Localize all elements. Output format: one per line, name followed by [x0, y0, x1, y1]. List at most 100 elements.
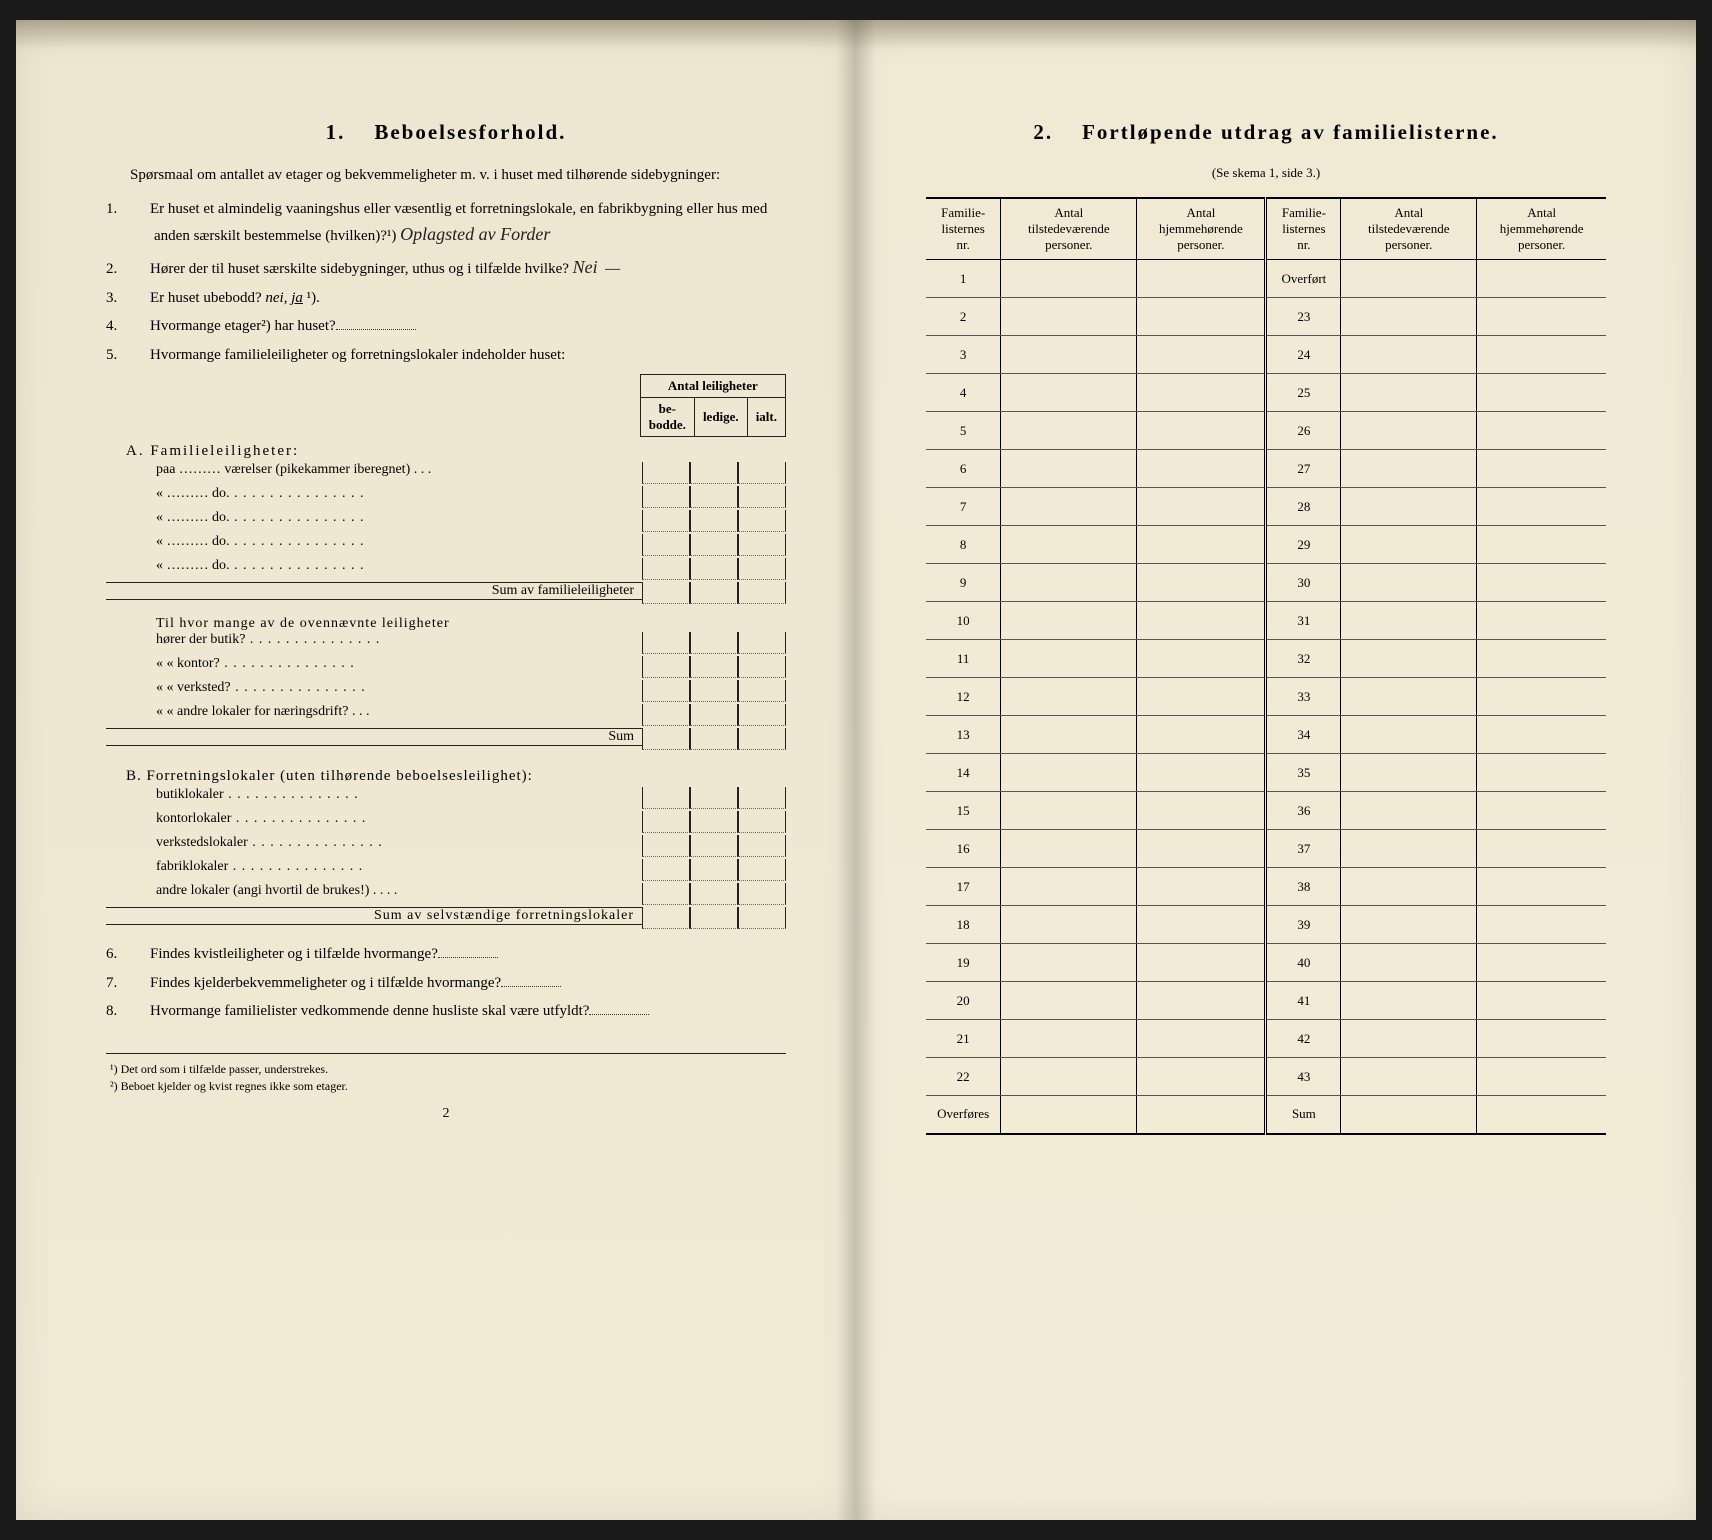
cell: [1137, 526, 1266, 564]
cell: [1001, 868, 1137, 906]
cell: [1001, 944, 1137, 982]
cell: [1001, 754, 1137, 792]
cell: [1137, 716, 1266, 754]
question-2: 2.Hører der til huset særskilte sidebygn…: [130, 254, 786, 281]
a-row-do: « ……… do.: [106, 486, 642, 502]
question-1: 1.Er huset et almindelig vaaningshus ell…: [130, 198, 786, 248]
row-num-left: 15: [926, 792, 1001, 830]
table-row: 829: [926, 526, 1606, 564]
cell: [1341, 260, 1477, 298]
cell: [1341, 450, 1477, 488]
cell: [1477, 1020, 1606, 1058]
heading-number-2: 2.: [1033, 120, 1053, 144]
row-num-right: 40: [1266, 944, 1341, 982]
cell: [1137, 564, 1266, 602]
row-num-right: 26: [1266, 412, 1341, 450]
th-present-2: Antal tilstedeværende personer.: [1341, 198, 1477, 260]
cell: [1341, 754, 1477, 792]
cell: [1137, 450, 1266, 488]
col-bebodde: be- bodde.: [640, 398, 694, 437]
row-num-left: 14: [926, 754, 1001, 792]
cell: [1477, 754, 1606, 792]
cell: [1477, 450, 1606, 488]
cell: [1477, 298, 1606, 336]
cell: [1001, 412, 1137, 450]
heading-number: 1.: [326, 120, 346, 144]
cell: [1001, 374, 1137, 412]
cell: [1001, 678, 1137, 716]
question-list: 1.Er huset et almindelig vaaningshus ell…: [106, 198, 786, 366]
cell: [1137, 830, 1266, 868]
row-num-left: 11: [926, 640, 1001, 678]
col-ialt: ialt.: [747, 398, 785, 437]
cell: [1477, 792, 1606, 830]
row-num-left: 21: [926, 1020, 1001, 1058]
cell: [1477, 602, 1606, 640]
cell: [1001, 1096, 1137, 1134]
section-a-sum: Sum av familieleiligheter: [106, 582, 642, 600]
cell: [1477, 716, 1606, 754]
mid-r4: « « andre lokaler for næringsdrift? . . …: [106, 704, 642, 720]
cell: [1341, 1020, 1477, 1058]
mid-r1: hører der butik?: [106, 632, 642, 648]
heading-text-2: Fortløpende utdrag av familielisterne.: [1082, 120, 1499, 144]
row-num-left: 6: [926, 450, 1001, 488]
row-num-left: 3: [926, 336, 1001, 374]
cell: [1137, 602, 1266, 640]
cell: [1341, 678, 1477, 716]
row-num-left: 2: [926, 298, 1001, 336]
table-row: 1132: [926, 640, 1606, 678]
cell: [1341, 526, 1477, 564]
row-num-right: 41: [1266, 982, 1341, 1020]
cell: [1477, 488, 1606, 526]
page-number: 2: [106, 1106, 786, 1122]
cell: [1341, 944, 1477, 982]
cell: [1001, 906, 1137, 944]
a-row-do: « ……… do.: [106, 534, 642, 550]
row-num-right: 42: [1266, 1020, 1341, 1058]
question-3: 3.Er huset ubebodd? nei, ja ¹).: [130, 287, 786, 310]
row-num-right: 43: [1266, 1058, 1341, 1096]
cell: [1137, 488, 1266, 526]
section-a-mid: Til hvor mange av de ovennævnte leilighe…: [106, 616, 786, 632]
cell: [1341, 792, 1477, 830]
cell: [1477, 640, 1606, 678]
cell: [1341, 488, 1477, 526]
row-num-left: 1: [926, 260, 1001, 298]
row-num-right: 31: [1266, 602, 1341, 640]
table-row: 1940: [926, 944, 1606, 982]
cell: [1477, 412, 1606, 450]
a-row-do: « ……… do.: [106, 510, 642, 526]
question-5: 5.Hvormange familieleiligheter og forret…: [130, 344, 786, 367]
cell: [1137, 1058, 1266, 1096]
row-num-right: Sum: [1266, 1096, 1341, 1134]
section-1-heading: 1. Beboelsesforhold.: [106, 120, 786, 145]
th-home-1: Antal hjemmehørende personer.: [1137, 198, 1266, 260]
footnotes: ¹) Det ord som i tilfælde passer, unders…: [106, 1053, 786, 1094]
cell: [1137, 298, 1266, 336]
right-page: 2. Fortløpende utdrag av familielisterne…: [856, 20, 1696, 1520]
mid-r3: « « verksted?: [106, 680, 642, 696]
cell: [1341, 1058, 1477, 1096]
row-num-left: 13: [926, 716, 1001, 754]
cell: [1341, 374, 1477, 412]
cell: [1137, 792, 1266, 830]
leilighet-header-table: Antal leiligheter be- bodde. ledige. ial…: [640, 374, 786, 437]
section-b-head: B. Forretningslokaler (uten tilhørende b…: [106, 768, 786, 785]
question-6: 6.Findes kvistleiligheter og i tilfælde …: [130, 943, 786, 966]
cell: [1137, 260, 1266, 298]
cell: [1001, 298, 1137, 336]
cell: [1477, 944, 1606, 982]
table-row: 10 31: [926, 602, 1606, 640]
row-num-right: 23: [1266, 298, 1341, 336]
a-row: paa ……… værelser (pikekammer iberegnet) …: [106, 462, 642, 478]
row-num-left: 10: [926, 602, 1001, 640]
th-nr-2: Familie- listernes nr.: [1266, 198, 1341, 260]
row-num-left: 16: [926, 830, 1001, 868]
cell: [1341, 336, 1477, 374]
q1-handwritten: Oplagsted av Forder: [400, 224, 550, 244]
cell: [1341, 868, 1477, 906]
cell: [1001, 1020, 1137, 1058]
cell: [1341, 716, 1477, 754]
cell: [1137, 336, 1266, 374]
